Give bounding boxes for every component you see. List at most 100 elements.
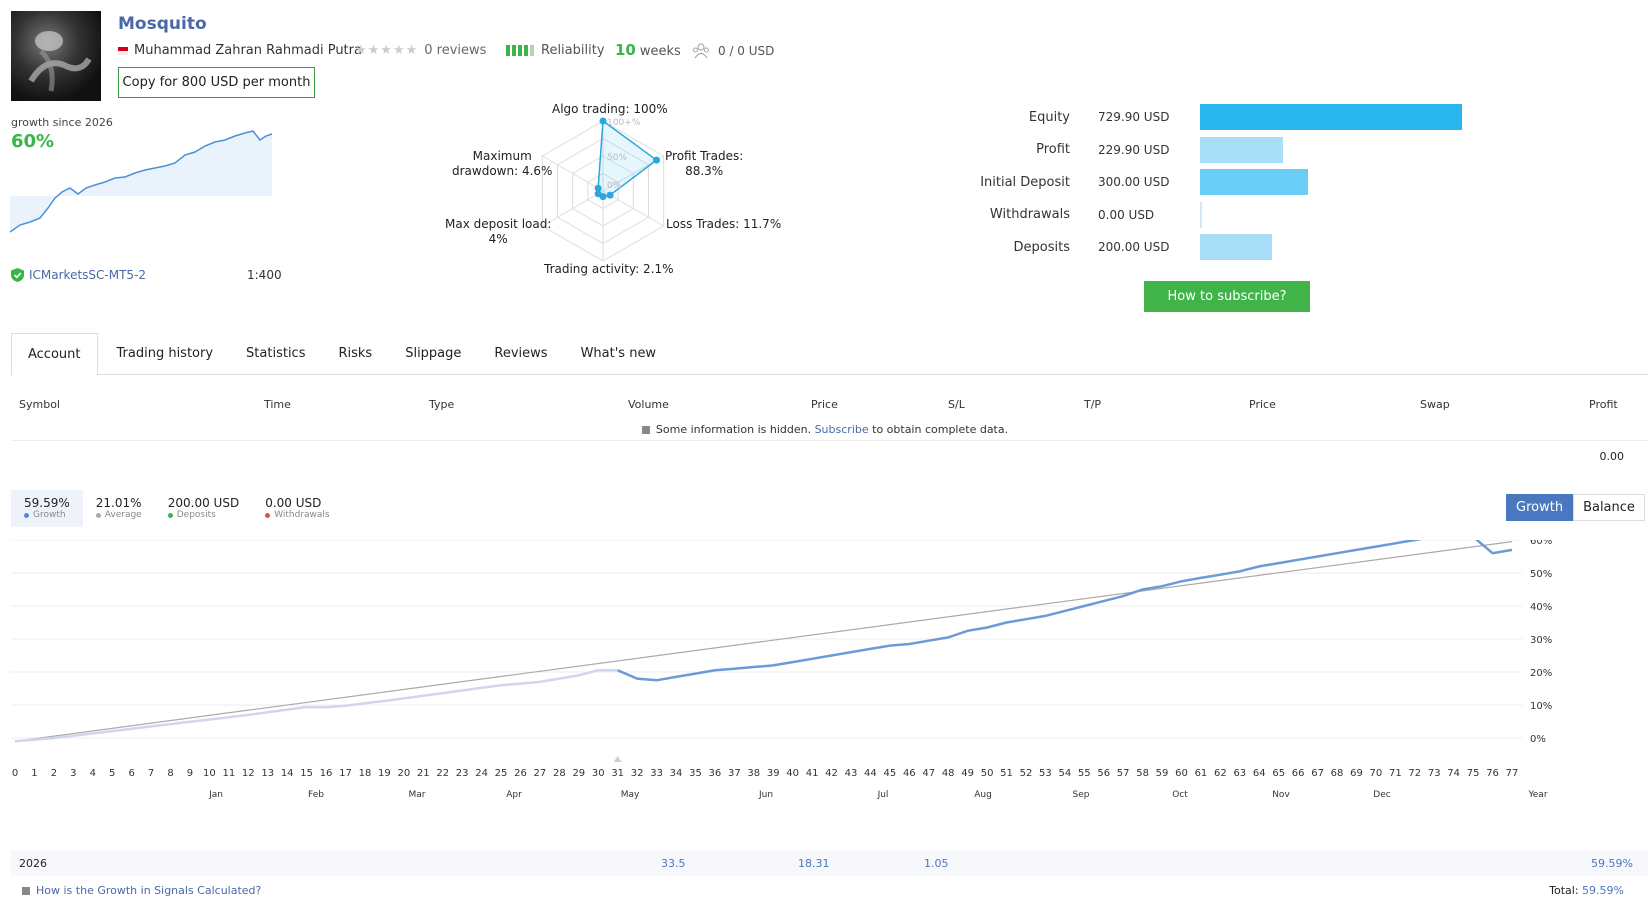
col-profit[interactable]: Profit: [1589, 398, 1618, 411]
subscribers-label: 0 / 0 USD: [718, 44, 775, 58]
x-tick-label: 35: [689, 768, 702, 779]
month-label: Mar: [409, 790, 426, 800]
stat-value: 229.90 USD: [1098, 142, 1170, 157]
col-symbol[interactable]: Symbol: [19, 398, 60, 411]
y-tick-label: 20%: [1530, 668, 1552, 679]
tab-bar: Account Trading history Statistics Risks…: [11, 333, 1648, 376]
month-label: Feb: [308, 790, 324, 800]
x-tick-label: 66: [1292, 768, 1305, 779]
x-tick-label: 1: [31, 768, 37, 779]
month-label: Nov: [1272, 790, 1290, 800]
tab-trading-history[interactable]: Trading history: [116, 346, 214, 361]
growth-toggle-button[interactable]: Growth: [1506, 494, 1574, 521]
x-tick-label: 3: [70, 768, 76, 779]
x-tick-label: 68: [1331, 768, 1344, 779]
growth-calculation-help[interactable]: How is the Growth in Signals Calculated?: [22, 884, 261, 897]
legend-dot-icon: [265, 512, 271, 518]
summary-withdrawals[interactable]: 0.00 USD Withdrawals: [252, 490, 342, 527]
reviews-rating[interactable]: ★★★★★ 0 reviews: [355, 43, 486, 58]
summary-average[interactable]: 21.01% Average: [83, 490, 155, 527]
x-tick-label: 22: [436, 768, 449, 779]
col-tp[interactable]: T/P: [1084, 398, 1102, 411]
col-type[interactable]: Type: [429, 398, 455, 411]
col-time[interactable]: Time: [264, 398, 291, 411]
radar-label-profit-trades: Profit Trades: 88.3%: [665, 149, 743, 179]
radar-svg: 100+% 50% 0%: [541, 117, 665, 262]
x-tick-label: 72: [1408, 768, 1421, 779]
x-tick-label: 41: [806, 768, 819, 779]
tab-account[interactable]: Account: [11, 333, 98, 376]
col-price-open[interactable]: Price: [811, 398, 838, 411]
x-tick-label: 47: [922, 768, 935, 779]
summary-withdrawals-caption: Withdrawals: [265, 510, 330, 520]
summary-deposits-label: Deposits: [176, 510, 216, 520]
x-tick-label: 0: [12, 768, 18, 779]
weeks-count: 10 weeks: [615, 41, 681, 59]
x-tick-label: 59: [1156, 768, 1169, 779]
x-tick-label: 52: [1020, 768, 1033, 779]
x-tick-label: 49: [961, 768, 974, 779]
summary-average-label: Average: [104, 510, 142, 520]
x-tick-label: 38: [747, 768, 760, 779]
radar-chart: 100+% 50% 0% Algo trading: 100% Profit Tra…: [445, 102, 815, 295]
how-to-subscribe-button[interactable]: How to subscribe?: [1144, 281, 1310, 312]
hidden-info-text-2: to obtain complete data.: [872, 423, 1009, 436]
x-tick-label: 64: [1253, 768, 1266, 779]
x-tick-label: 11: [222, 768, 235, 779]
x-tick-label: 60: [1175, 768, 1188, 779]
col-sl[interactable]: S/L: [948, 398, 965, 411]
tab-reviews[interactable]: Reviews: [494, 346, 548, 361]
month-label: Jan: [208, 790, 223, 800]
summary-deposits-caption: Deposits: [167, 510, 239, 520]
stat-bar: [1200, 169, 1308, 195]
x-tick-label: 58: [1136, 768, 1149, 779]
x-tick-label: 57: [1117, 768, 1130, 779]
x-tick-label: 10: [203, 768, 216, 779]
stat-value: 729.90 USD: [1098, 110, 1170, 124]
mini-growth-chart: [10, 130, 273, 233]
stat-label: Deposits: [1013, 239, 1070, 255]
x-tick-label: 5: [109, 768, 115, 779]
reliability-bars-icon: [506, 45, 534, 56]
tab-whats-new[interactable]: What's new: [580, 346, 657, 361]
x-tick-label: 67: [1311, 768, 1324, 779]
year-axis-label: Year: [1527, 790, 1547, 800]
tab-statistics[interactable]: Statistics: [246, 346, 306, 361]
tab-slippage[interactable]: Slippage: [405, 346, 462, 361]
radar-ring-label: 100+%: [607, 118, 641, 128]
signal-title[interactable]: Mosquito: [118, 14, 207, 34]
y-tick-label: 10%: [1530, 701, 1552, 712]
x-tick-label: 43: [845, 768, 858, 779]
reliability-label: Reliability: [541, 43, 605, 58]
x-tick-label: 17: [339, 768, 352, 779]
x-tick-label: 30: [592, 768, 605, 779]
x-tick-label: 53: [1039, 768, 1052, 779]
x-tick-label: 71: [1389, 768, 1402, 779]
year-summary-row: 2026 33.5 18.31 1.05 59.59%: [11, 850, 1648, 876]
shield-check-icon: [11, 268, 24, 282]
radar-label-deposit-load-title: Max deposit load:: [445, 217, 552, 231]
stat-bar: [1200, 136, 1283, 163]
broker-server[interactable]: ICMarketsSC-MT5-2: [11, 268, 146, 282]
summary-growth[interactable]: 59.59% Growth: [11, 490, 83, 527]
stat-label: Equity: [1028, 109, 1070, 125]
x-tick-label: 76: [1486, 768, 1499, 779]
tab-risks[interactable]: Risks: [338, 346, 373, 361]
legend-dot-icon: [167, 512, 173, 518]
copy-subscribe-button[interactable]: Copy for 800 USD per month: [118, 67, 315, 98]
col-price-current[interactable]: Price: [1249, 398, 1276, 411]
jul-value: 1.05: [924, 857, 949, 870]
author-label: Muhammad Zahran Rahmadi Putra: [134, 43, 362, 58]
col-volume[interactable]: Volume: [628, 398, 669, 411]
x-tick-label: 54: [1058, 768, 1071, 779]
subscribe-link[interactable]: Subscribe: [814, 423, 869, 436]
current-week-marker: [613, 756, 622, 762]
summary-deposits[interactable]: 200.00 USD Deposits: [155, 490, 252, 527]
col-swap[interactable]: Swap: [1420, 398, 1450, 411]
x-tick-label: 74: [1447, 768, 1460, 779]
x-tick-label: 36: [709, 768, 722, 779]
x-tick-label: 63: [1233, 768, 1246, 779]
author-name[interactable]: Muhammad Zahran Rahmadi Putra: [118, 43, 362, 58]
radar-label-loss-trades: Loss Trades: 11.7%: [666, 217, 782, 231]
balance-toggle-button[interactable]: Balance: [1573, 494, 1645, 521]
